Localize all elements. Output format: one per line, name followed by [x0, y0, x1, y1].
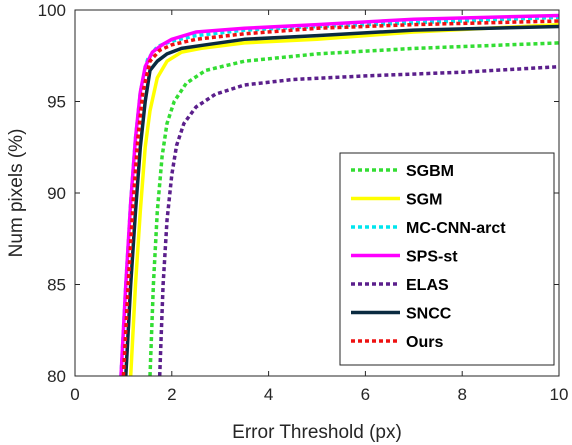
x-axis: 0 2 4 6 8 10 — [70, 10, 568, 404]
series-lines — [119, 13, 560, 377]
y-tick-label: 90 — [47, 184, 66, 203]
series-line-sgm — [128, 22, 560, 377]
legend-label: MC-CNN-arct — [406, 220, 506, 237]
legend: SGBM SGM MC-CNN-arct SPS-st ELAS SNCC Ours — [339, 152, 555, 366]
y-tick-label: 100 — [38, 1, 66, 20]
x-tick-label: 4 — [264, 385, 273, 404]
legend-label: SGM — [406, 192, 442, 209]
legend-label: SNCC — [406, 306, 452, 323]
series-line-elas — [157, 64, 560, 377]
x-tick-label: 8 — [457, 385, 466, 404]
x-tick-label: 2 — [167, 385, 176, 404]
y-axis-title: Num pixels (%) — [6, 129, 27, 258]
series-line-sgbm — [148, 41, 560, 377]
x-tick-label: 6 — [361, 385, 370, 404]
legend-label: SGBM — [406, 163, 454, 180]
legend-label: ELAS — [406, 277, 449, 294]
series-line-sps-st — [119, 13, 560, 377]
legend-box — [339, 152, 555, 366]
series-line-sncc — [124, 24, 560, 377]
x-axis-title: Error Threshold (px) — [232, 422, 402, 443]
legend-label: Ours — [406, 334, 443, 351]
y-tick-label: 80 — [47, 367, 66, 386]
y-tick-label: 85 — [47, 276, 66, 295]
y-axis: 80 85 90 95 100 — [38, 1, 559, 386]
x-tick-label: 10 — [550, 385, 569, 404]
series-line-ours — [121, 19, 560, 377]
legend-label: SPS-st — [406, 249, 458, 266]
x-tick-label: 0 — [70, 385, 79, 404]
y-tick-label: 95 — [47, 93, 66, 112]
